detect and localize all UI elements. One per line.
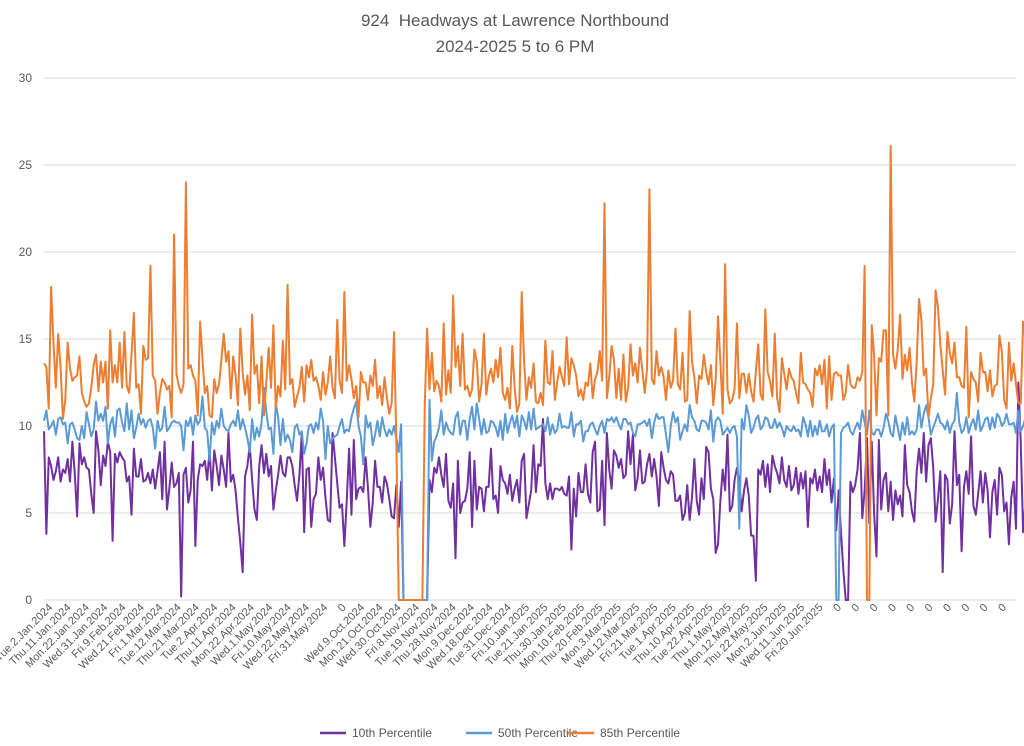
- x-tick-label: 0: [886, 602, 899, 615]
- y-tick-label: 20: [19, 245, 33, 259]
- y-tick-label: 0: [25, 593, 32, 607]
- y-tick-label: 30: [19, 71, 33, 85]
- series-line-1: [43, 381, 1024, 601]
- x-tick-label: 0: [904, 602, 917, 615]
- chart-subtitle: 2024-2025 5 to 6 PM: [436, 37, 595, 56]
- y-tick-label: 25: [19, 158, 33, 172]
- y-tick-label: 5: [25, 506, 32, 520]
- x-tick-label: 0: [868, 602, 881, 615]
- x-tick-label: 0: [923, 602, 936, 615]
- x-tick-label: 0: [941, 602, 954, 615]
- series-line-3: [43, 144, 1024, 601]
- y-axis-tick-labels: 0 5 10 15 20 25 30: [19, 71, 33, 607]
- x-tick-label: 0: [849, 602, 862, 615]
- y-tick-label: 10: [19, 419, 33, 433]
- x-tick-label: 0: [831, 602, 844, 615]
- chart-title: 924 Headways at Lawrence Northbound: [361, 11, 669, 30]
- x-tick-label: 0: [996, 602, 1009, 615]
- y-tick-label: 15: [19, 332, 33, 346]
- legend-label-1: 10th Percentile: [352, 726, 432, 740]
- x-tick-label: 0: [978, 602, 991, 615]
- x-tick-label: 0: [959, 602, 972, 615]
- legend-label-2: 50th Percentile: [498, 726, 578, 740]
- x-axis-tick-labels: Tue.2.Jan.2024Thu.11.Jan.2024Mon.22.Jan.…: [0, 602, 1009, 673]
- plot-area: [43, 144, 1024, 601]
- legend: 10th Percentile 50th Percentile 85th Perce…: [320, 726, 680, 740]
- series-line-2: [43, 386, 1024, 601]
- legend-label-3: 85th Percentile: [600, 726, 680, 740]
